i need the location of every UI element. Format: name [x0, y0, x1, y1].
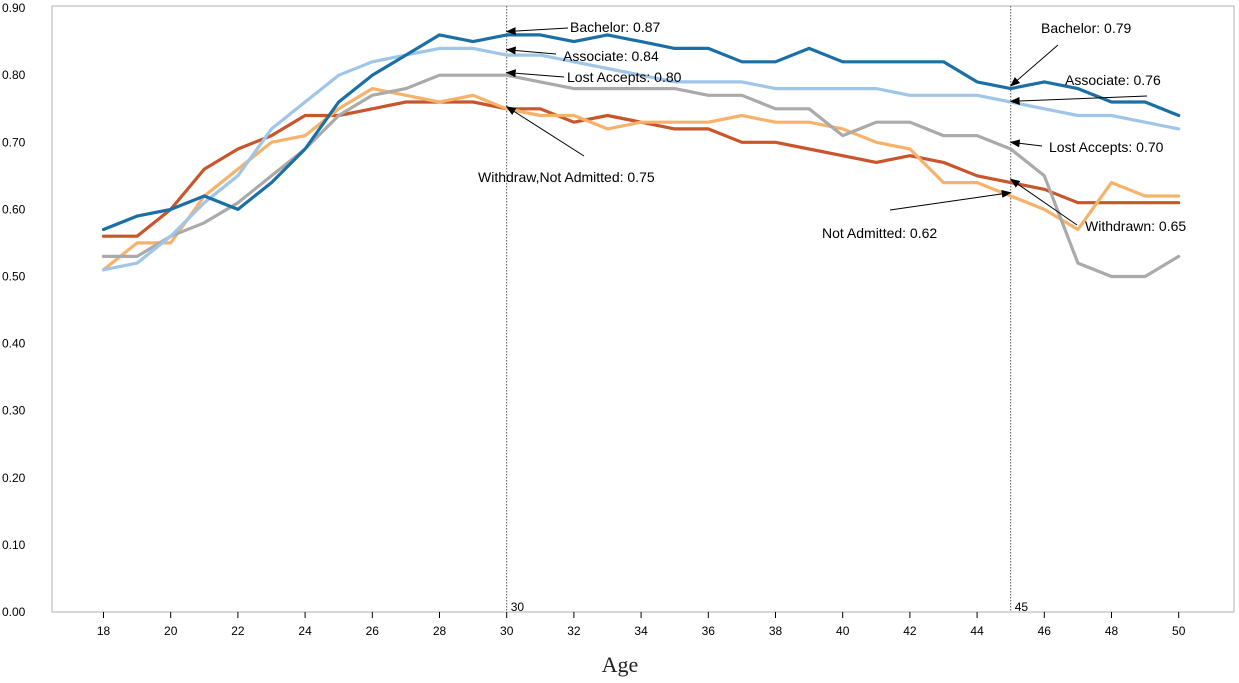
x-tick-label: 44	[970, 624, 984, 638]
annotation-label: Associate: 0.76	[1065, 72, 1161, 88]
plot-frame	[51, 5, 1235, 613]
annotation-arrow	[889, 189, 1012, 211]
x-tick-label: 42	[903, 624, 917, 638]
x-tick-label: 32	[567, 624, 581, 638]
series-line-5	[101, 33, 1181, 232]
annotation-arrow	[1009, 44, 1059, 87]
x-tick-label: 20	[164, 624, 178, 638]
annotation-label: Withdrawn: 0.65	[1085, 218, 1186, 234]
annotation-arrow	[505, 106, 585, 157]
series-lines	[101, 33, 1181, 279]
x-tick-label: 34	[634, 624, 648, 638]
annotation-label: Bachelor: 0.79	[1041, 20, 1131, 36]
x-tick-label: 50	[1172, 624, 1186, 638]
x-axis: 18 20 22 24 26 28 30 32 34 36 38 40 42 44 46 48 50	[97, 612, 1186, 638]
x-tick-label: 38	[769, 624, 783, 638]
x-tick-label: 18	[97, 624, 111, 638]
series-line-4	[101, 46, 1181, 272]
y-tick-label: 0.50	[2, 270, 26, 284]
x-tick-label: 28	[433, 624, 447, 638]
x-tick-label: 30	[500, 624, 514, 638]
annotation-arrow	[1009, 139, 1043, 148]
annotation-label: Associate: 0.84	[563, 48, 659, 64]
annotation-label: Not Admitted: 0.62	[822, 225, 937, 241]
annotation-label: Bachelor: 0.87	[570, 19, 660, 35]
reference-lines: 30 45	[506, 6, 1029, 614]
y-tick-label: 0.10	[2, 538, 26, 552]
y-tick-label: 0.90	[2, 1, 26, 15]
annotation-arrow	[505, 46, 557, 55]
y-tick-label: 0.60	[2, 202, 26, 216]
y-tick-label: 0.80	[2, 68, 26, 82]
annotation-arrow	[1009, 95, 1148, 106]
x-tick-label: 40	[836, 624, 850, 638]
y-tick-label: 0.70	[2, 135, 26, 149]
reference-line-label: 45	[1015, 600, 1029, 614]
y-tick-label: 0.40	[2, 337, 26, 351]
annotation-label: Lost Accepts: 0.70	[1049, 139, 1164, 155]
annotation-label: Lost Accepts: 0.80	[567, 69, 682, 85]
reference-line-label: 30	[511, 600, 525, 614]
series-line-3	[101, 73, 1181, 279]
x-tick-label: 46	[1038, 624, 1052, 638]
annotations: Bachelor: 0.87 Associate: 0.84 Lost Accept…	[478, 19, 1186, 241]
x-tick-label: 48	[1105, 624, 1119, 638]
y-tick-label: 0.30	[2, 404, 26, 418]
annotation-label: Withdraw,Not Admitted: 0.75	[478, 169, 655, 185]
series-line-2	[101, 87, 1181, 272]
y-tick-label: 0.00	[2, 605, 26, 619]
annotation-arrow	[505, 69, 565, 78]
x-tick-label: 24	[298, 624, 312, 638]
x-axis-title: Age	[602, 652, 639, 677]
y-tick-label: 0.20	[2, 471, 26, 485]
x-tick-label: 36	[702, 624, 716, 638]
y-axis: 0.00 0.10 0.20 0.30 0.40 0.50 0.60 0.70 0.80 0.90	[2, 1, 26, 619]
annotation-arrow	[1009, 178, 1078, 226]
x-tick-label: 22	[231, 624, 245, 638]
annotation-arrow	[505, 27, 569, 36]
x-tick-label: 26	[366, 624, 380, 638]
